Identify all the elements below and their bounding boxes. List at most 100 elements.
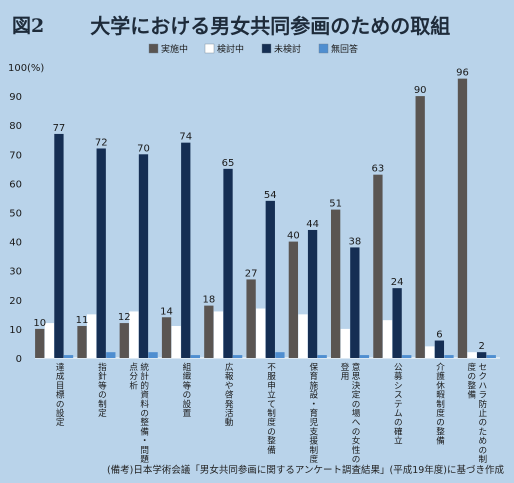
x-category-char: 服	[267, 371, 276, 382]
x-category-char: 資	[140, 389, 149, 401]
x-category-char: 確	[394, 425, 403, 437]
x-category-char: 定	[56, 416, 65, 428]
x-category-char: 休	[436, 379, 445, 391]
bar-実施中	[246, 279, 256, 358]
y-tick-label: 40	[9, 238, 22, 249]
bar-検討中	[425, 346, 435, 358]
x-category-char: 公	[394, 363, 403, 373]
x-category-char: 析	[129, 379, 138, 391]
data-label: 2	[478, 341, 484, 352]
x-category-char: ム	[394, 408, 403, 419]
x-category-char: 立	[394, 435, 403, 447]
x-category-char: ハ	[479, 381, 488, 391]
data-label: 63	[372, 164, 385, 175]
x-category-char: 標	[56, 389, 65, 401]
data-label: 54	[264, 190, 277, 201]
bar-未検討	[54, 133, 64, 358]
bar-検討中	[86, 314, 97, 358]
data-label: 18	[202, 295, 215, 306]
bar-実施中	[35, 328, 45, 358]
x-category-char: ・	[140, 437, 149, 447]
bar-無回答	[63, 355, 74, 358]
x-category-char: 制	[267, 407, 276, 419]
x-category-char: た	[479, 426, 488, 437]
x-category-char: め	[479, 436, 488, 447]
x-category-char: 設	[56, 407, 65, 419]
bar-未検討	[350, 247, 360, 358]
x-category-char: 定	[98, 407, 107, 419]
y-tick-label: 50	[9, 209, 22, 220]
bar-未検討	[223, 168, 233, 358]
x-category-char: 育	[309, 407, 318, 419]
x-category-char: 児	[309, 417, 318, 428]
x-category-char: 制	[309, 444, 318, 456]
x-category-char: の	[267, 427, 276, 437]
y-axis-unit: (%)	[27, 63, 44, 74]
bar-未検討	[96, 148, 106, 358]
bar-実施中	[119, 323, 129, 358]
x-category-char: 決	[352, 379, 361, 391]
bar-実施中	[457, 78, 468, 358]
bar-検討中	[44, 323, 54, 358]
x-category-char: 点	[129, 362, 138, 373]
x-category-char: 施	[309, 379, 318, 391]
x-category-char: 度	[436, 407, 445, 419]
bar-無回答	[275, 352, 285, 358]
bar-無回答	[402, 355, 412, 358]
x-category-char: の	[183, 391, 192, 401]
x-category-char: ス	[394, 391, 403, 401]
x-category-char: 整	[267, 435, 276, 447]
bar-検討中	[213, 311, 224, 358]
x-category-char: 組	[183, 361, 192, 373]
y-tick-label: 20	[9, 296, 22, 307]
data-label: 77	[53, 123, 66, 134]
x-category-char: へ	[352, 418, 361, 428]
x-category-char: 場	[352, 407, 361, 419]
bar-無回答	[444, 355, 454, 358]
bar-未検討	[434, 340, 445, 358]
data-label: 6	[436, 330, 442, 341]
x-category-char: の	[468, 372, 477, 382]
x-category-char: 問	[140, 445, 149, 456]
x-category-char: ・	[309, 400, 318, 410]
bar-検討中	[129, 311, 139, 358]
figure-header: 図2 大学における男女共同参画のための取組	[12, 8, 450, 40]
x-category-char: 設	[183, 398, 192, 410]
x-category-char: 報	[225, 371, 234, 382]
x-category-char: 備	[468, 389, 477, 401]
y-tick-label: 60	[9, 179, 22, 190]
y-tick-label: 0	[16, 354, 22, 365]
bar-検討中	[340, 328, 350, 358]
x-category-char: セ	[479, 362, 488, 373]
x-category-char: の	[98, 391, 107, 401]
source-note: (備考)日本学術会議「男女共同参画に関するアンケート調査結果」(平成19年度)に…	[106, 465, 504, 476]
x-category-char: 暇	[436, 390, 445, 401]
bar-検討中	[171, 325, 181, 358]
bar-実施中	[330, 209, 341, 358]
x-category-char: 募	[394, 370, 403, 382]
x-category-char: 不	[267, 362, 276, 373]
legend-swatch	[261, 43, 272, 54]
x-category-char: 発	[225, 398, 234, 410]
data-label: 70	[137, 143, 150, 154]
data-label: 51	[329, 199, 342, 210]
bar-無回答	[486, 355, 496, 358]
x-category-char: 活	[225, 407, 234, 419]
data-label: 12	[118, 312, 131, 323]
bar-未検討	[392, 288, 402, 358]
x-category-char: 意	[352, 361, 361, 373]
x-category-char: 性	[352, 444, 361, 456]
x-category-char: や	[225, 380, 234, 391]
x-category-char: の	[352, 400, 361, 410]
data-label: 96	[456, 68, 469, 79]
x-category-char: ク	[479, 371, 488, 382]
legend-label: 実施中	[161, 43, 188, 55]
x-category-char: 度	[309, 453, 318, 465]
x-category-char: シ	[394, 381, 403, 391]
